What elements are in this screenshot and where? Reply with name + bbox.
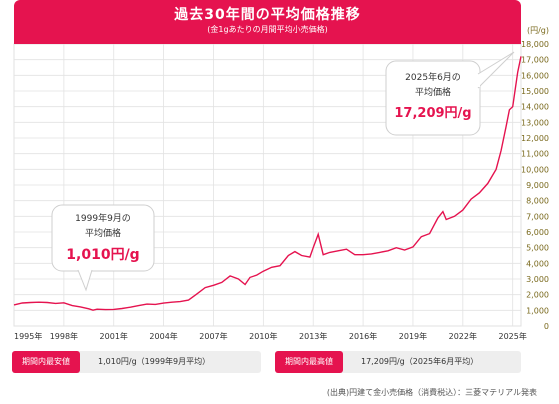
y-tick-label: 7,000: [526, 212, 549, 221]
y-tick-label: 8,000: [526, 197, 549, 206]
x-tick-label: 2001年: [100, 331, 128, 341]
y-tick-label: 15,000: [521, 87, 549, 96]
summary-max-label: 期間内最高値: [275, 351, 343, 373]
chart-area: 1995年 1998年 2001年 2004年 2007年 2010年 2013年 2016年…: [13, 26, 549, 341]
y-tick-label: 0: [544, 322, 549, 331]
callout-high: 2025年6月の 平均価格 17,209円/g: [385, 51, 515, 136]
chart-title: 過去30年間の平均価格推移: [174, 7, 361, 23]
y-tick-label: 6,000: [526, 228, 549, 237]
source-note: (出典)円建て金小売価格（消費税込）：三菱マテリアル発表: [326, 388, 537, 397]
x-tick-label: 2013年: [299, 331, 327, 341]
grid: [13, 43, 521, 327]
callout-high-date: 2025年6月の: [405, 71, 461, 83]
y-unit-label: (円/g): [527, 26, 549, 35]
x-tick-label: 2004年: [149, 331, 177, 341]
y-axis: 0 1,000 2,000 3,000 4,000 5,000 6,000 7,000 8,00…: [521, 40, 549, 331]
y-tick-label: 14,000: [521, 103, 549, 112]
callout-low: 1999年9月の 平均価格 1,010円/g: [51, 204, 155, 292]
callout-low-pointer: [77, 269, 93, 292]
y-tick-label: 17,000: [521, 56, 549, 65]
callout-low-box: [51, 204, 155, 272]
y-tick-label: 2,000: [526, 291, 549, 300]
y-tick-label: 16,000: [521, 71, 549, 80]
summary-max: 期間内最高値 17,209円/g（2025年6月平均）: [275, 351, 521, 373]
x-tick-label: 1995年: [14, 331, 42, 341]
y-tick-label: 11,000: [521, 150, 549, 159]
y-tick-label: 4,000: [526, 259, 549, 268]
x-tick-label: 2016年: [349, 331, 377, 341]
y-tick-label: 10,000: [521, 165, 549, 174]
series-line: [13, 56, 522, 311]
callout-low-value: 1,010円/g: [66, 247, 139, 263]
summary-min: 期間内最安値 1,010円/g（1999年9月平均）: [12, 351, 261, 373]
callout-high-value: 17,209円/g: [394, 106, 471, 121]
y-tick-label: 18,000: [521, 40, 549, 49]
x-tick-label: 2007年: [199, 331, 227, 341]
summary-min-value: 1,010円/g（1999年9月平均）: [98, 357, 211, 366]
y-tick-label: 9,000: [526, 181, 549, 190]
callout-low-date: 1999年9月の: [75, 212, 131, 224]
chart-header: 過去30年間の平均価格推移 (金1gあたりの月間平均小売価格): [14, 0, 521, 44]
x-tick-label: 2025年: [499, 331, 527, 341]
y-tick-label: 13,000: [521, 118, 549, 127]
y-tick-label: 3,000: [526, 275, 549, 284]
y-tick-label: 5,000: [526, 244, 549, 253]
x-tick-label: 2019年: [399, 331, 427, 341]
summary-min-label: 期間内最安値: [12, 351, 80, 373]
x-tick-label: 2010年: [249, 331, 277, 341]
x-tick-label: 2022年: [449, 331, 477, 341]
chart-subtitle: (金1gあたりの月間平均小売価格): [207, 25, 328, 34]
x-tick-label: 1998年: [50, 331, 78, 341]
callout-high-label: 平均価格: [415, 86, 451, 98]
y-tick-label: 12,000: [521, 134, 549, 143]
callout-low-label: 平均価格: [85, 227, 121, 239]
callout-high-box: [385, 60, 481, 136]
callout-high-pointer: [477, 51, 515, 89]
x-axis: 1995年 1998年 2001年 2004年 2007年 2010年 2013年 2016年…: [14, 331, 527, 341]
summary-max-value: 17,209円/g（2025年6月平均）: [361, 357, 479, 366]
y-tick-label: 1,000: [526, 306, 549, 315]
